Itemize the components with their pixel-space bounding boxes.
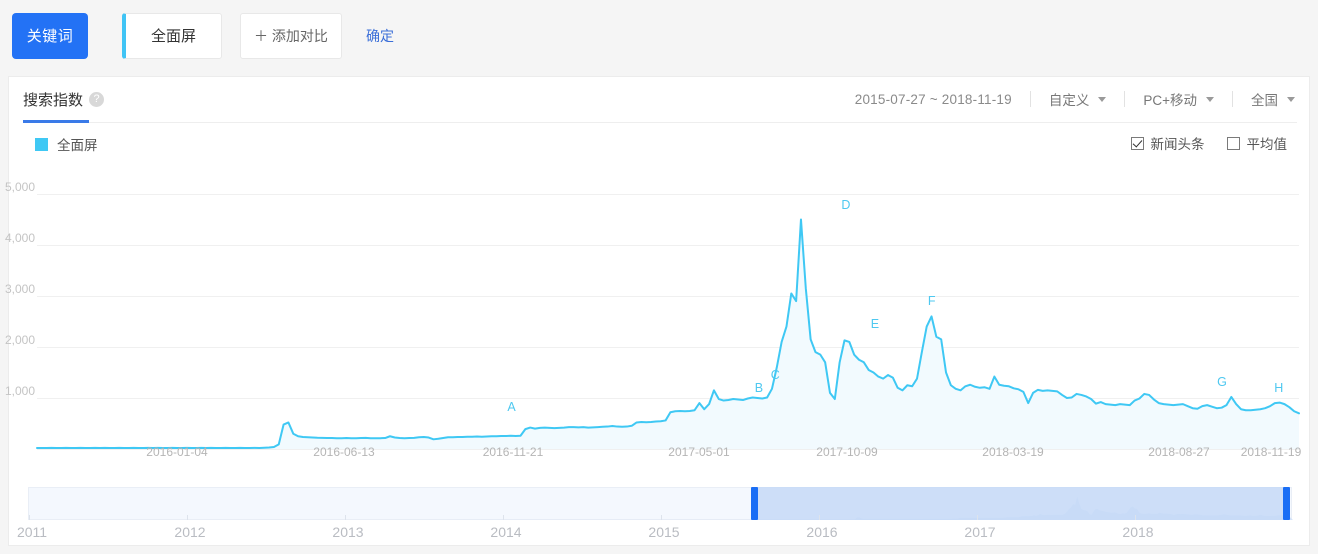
toggle-news-headline[interactable]: 新闻头条 (1130, 133, 1205, 153)
x-axis-tick-label: 2016-01-04 (146, 445, 208, 459)
confirm-label: 确定 (366, 27, 394, 44)
timeline-year-label: 2011 (16, 524, 48, 540)
x-axis-tick-label: 2018-03-19 (982, 445, 1044, 459)
legend-color-swatch (35, 137, 48, 151)
timeline-year-label: 2017 (964, 524, 996, 540)
y-axis-tick-label: 2,000 (4, 333, 35, 347)
timeline-year-label: 2012 (174, 524, 206, 540)
divider (1232, 91, 1233, 107)
device-select[interactable]: PC+移动 (1143, 89, 1214, 109)
peak-label-g: G (1217, 374, 1227, 389)
add-compare-button[interactable]: ＋ 添加对比 (240, 12, 342, 59)
panel-header: 搜索指数 ? 2015-07-27 ~ 2018-11-19 自定义 PC+移动 (9, 77, 1309, 125)
timeline-tick (187, 515, 188, 520)
timeline-year-label: 2013 (332, 524, 364, 540)
x-axis-tick-label: 2018-08-27 (1148, 445, 1210, 459)
timeline-year-label: 2016 (806, 524, 838, 540)
chevron-down-icon (1098, 96, 1107, 102)
chevron-down-icon (1287, 96, 1295, 102)
legend-toggles: 新闻头条 平均值 (1109, 133, 1288, 153)
timeline-handle-start[interactable] (751, 487, 758, 520)
region-select-value: 全国 (1251, 93, 1278, 108)
timeline-tick (1135, 515, 1136, 520)
y-axis-tick-label: 1,000 (4, 384, 35, 398)
trend-chart[interactable]: 5,000 4,000 3,000 2,000 1,000 2016-01-04 2016… (5, 159, 1311, 459)
range-timeline[interactable] (28, 487, 1293, 520)
confirm-button[interactable]: 确定 (366, 26, 394, 46)
y-axis-tick-label: 4,000 (4, 231, 35, 245)
tab-search-index-label: 搜索指数 (23, 92, 84, 109)
legend-series-label: 全面屏 (57, 138, 98, 153)
help-icon[interactable]: ? (89, 92, 105, 107)
search-index-panel: 搜索指数 ? 2015-07-27 ~ 2018-11-19 自定义 PC+移动 (5, 76, 1311, 546)
toggle-average-value[interactable]: 平均值 (1226, 133, 1288, 153)
x-axis-tick-label: 2016-11-21 (482, 445, 544, 459)
x-axis-tick-label: 2018-11-19 (1240, 445, 1302, 459)
timeline-year-label: 2014 (490, 524, 522, 540)
legend-series[interactable]: 全面屏 (35, 134, 98, 154)
timeline-selection[interactable] (754, 487, 1286, 520)
keyword-button[interactable]: 关键词 (12, 12, 88, 59)
divider (1029, 91, 1031, 107)
top-toolbar: 关键词 全面屏 ＋ 添加对比 确定 (0, 0, 1318, 71)
keyword-chip-label: 全面屏 (150, 28, 196, 45)
y-axis-tick-label: 3,000 (4, 282, 35, 296)
timeline-tick (977, 515, 978, 520)
date-range-value[interactable]: 2015-07-27 ~ 2018-11-19 (854, 91, 1012, 107)
x-axis-tick-label: 2017-05-01 (668, 445, 730, 459)
checkbox-average-value[interactable] (1226, 136, 1240, 150)
trend-chart-svg (36, 194, 1300, 450)
region-select[interactable]: 全国 (1251, 89, 1295, 109)
header-divider (23, 122, 1297, 123)
peak-label-a: A (507, 400, 516, 415)
x-axis-tick-label: 2016-06-13 (313, 445, 375, 459)
toggle-news-headline-label: 新闻头条 (1150, 137, 1205, 152)
x-axis-tick-label: 2017-10-09 (816, 445, 878, 459)
timeline-tick (345, 515, 346, 520)
timeline-handle-end[interactable] (1283, 487, 1290, 520)
timeline-tick (819, 515, 820, 520)
timeline-year-label: 2015 (648, 524, 680, 540)
period-select[interactable]: 自定义 (1049, 89, 1107, 109)
peak-label-h: H (1274, 381, 1284, 396)
panel-filters: 2015-07-27 ~ 2018-11-19 自定义 PC+移动 全国 (855, 89, 1295, 109)
peak-label-e: E (870, 317, 880, 332)
peak-label-c: C (770, 368, 780, 383)
tab-active-underline (23, 120, 89, 123)
period-select-value: 自定义 (1048, 93, 1090, 108)
divider (1124, 91, 1126, 107)
timeline-tick (29, 515, 30, 520)
device-select-value: PC+移动 (1143, 93, 1197, 108)
timeline-tick (503, 515, 504, 520)
tab-search-index[interactable]: 搜索指数 ? (23, 89, 105, 110)
y-axis-tick-label: 5,000 (4, 180, 35, 194)
timeline-tick (661, 515, 662, 520)
peak-label-d: D (841, 197, 851, 212)
toggle-average-value-label: 平均值 (1246, 137, 1288, 152)
peak-label-f: F (927, 294, 936, 309)
keyword-chip-quanmianping[interactable]: 全面屏 (122, 12, 222, 59)
keyword-button-label: 关键词 (26, 28, 74, 45)
timeline-year-label: 2018 (1122, 524, 1154, 540)
checkbox-news-headline[interactable] (1130, 136, 1144, 150)
peak-label-b: B (754, 381, 764, 396)
chart-legend-row: 全面屏 新闻头条 平均值 (9, 125, 1309, 159)
add-compare-label: ＋ 添加对比 (254, 27, 328, 44)
chevron-down-icon (1206, 96, 1214, 102)
